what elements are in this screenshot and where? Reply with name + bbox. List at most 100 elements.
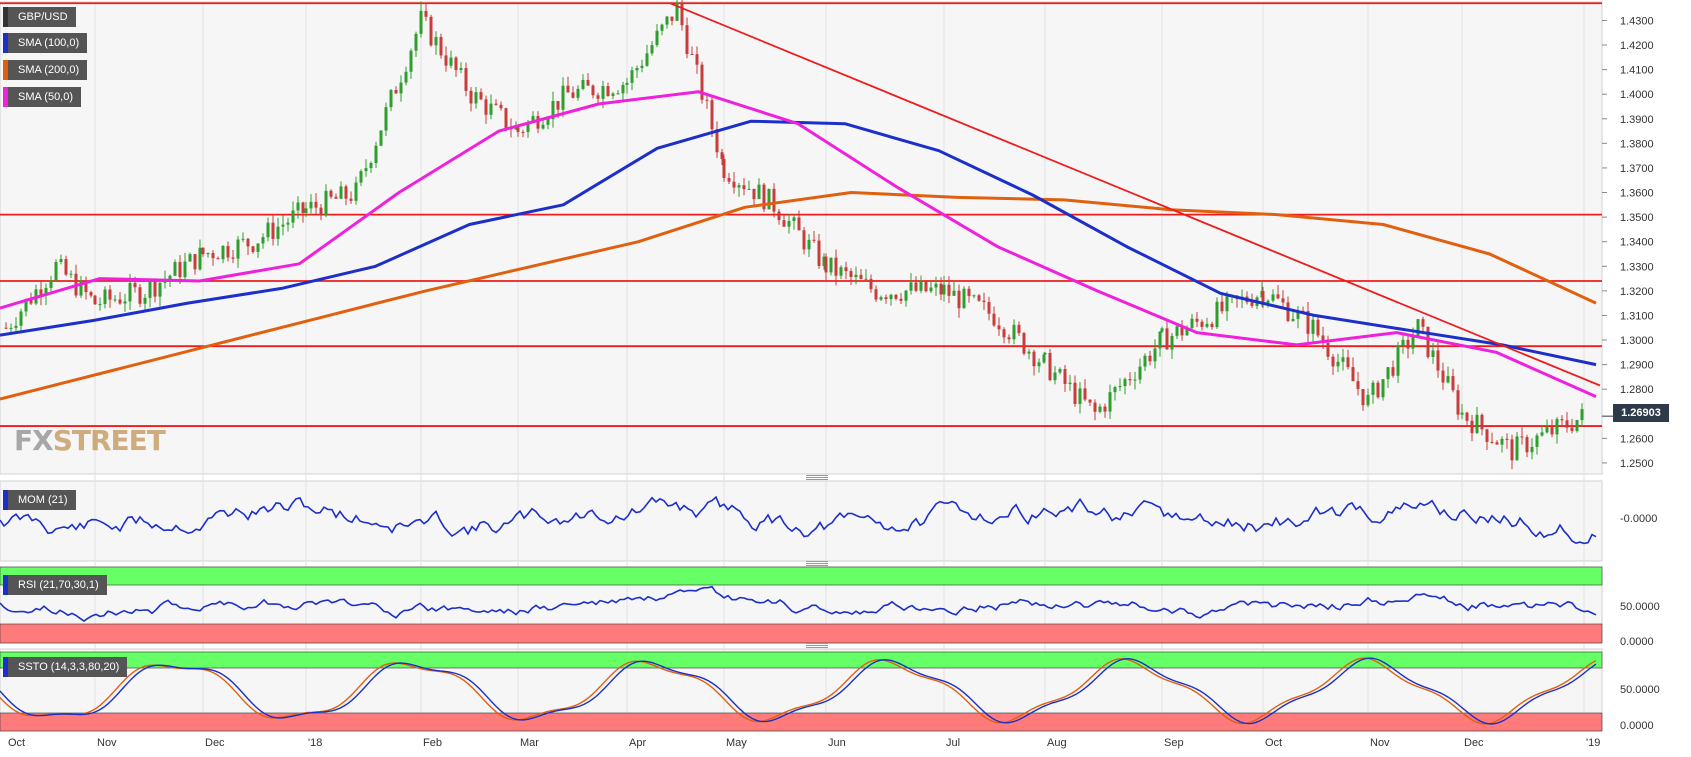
- candle-body: [1341, 357, 1345, 362]
- candle-body: [889, 294, 893, 300]
- price-tick-label: 1.2600: [1620, 433, 1654, 445]
- candle-body: [1535, 435, 1539, 447]
- pane-resize-handle[interactable]: [806, 561, 828, 566]
- candle-body: [670, 16, 674, 21]
- candle-body: [54, 262, 58, 281]
- candle-body: [153, 281, 157, 297]
- candle-body: [314, 201, 318, 208]
- candle-body: [611, 93, 615, 96]
- candle-body: [1250, 302, 1254, 306]
- candle-body: [1225, 296, 1229, 312]
- candle-body: [967, 288, 971, 297]
- candle-body: [1550, 427, 1554, 435]
- candle-body: [183, 261, 187, 278]
- candle-body: [807, 239, 811, 250]
- candle-body: [812, 239, 816, 241]
- candle-body: [1158, 331, 1162, 349]
- x-tick-label: Feb: [423, 737, 442, 749]
- candle-body: [1480, 414, 1484, 430]
- candle-body: [772, 188, 776, 212]
- candle-body: [997, 325, 1001, 330]
- candle-body: [899, 298, 903, 301]
- candle-body: [364, 168, 368, 172]
- candle-body: [546, 119, 550, 125]
- candle-body: [24, 299, 28, 312]
- rsi-tick-label: 50.0000: [1620, 601, 1660, 613]
- candle-body: [424, 10, 428, 17]
- candle-body: [1560, 419, 1564, 421]
- rsi-label: RSI (21,70,30,1): [3, 575, 107, 595]
- candle-body: [1446, 376, 1450, 383]
- sma200-line: [0, 191, 1597, 401]
- candle-body: [962, 288, 966, 309]
- candle-body: [1525, 437, 1529, 453]
- candle-body: [1281, 298, 1285, 303]
- candle-body: [499, 104, 503, 109]
- candle-body: [216, 258, 220, 260]
- candle-body: [715, 129, 719, 153]
- sma200-label: SMA (200,0): [3, 60, 88, 80]
- candle-body: [817, 240, 821, 266]
- candle-body: [1336, 361, 1340, 367]
- candle-body: [514, 126, 518, 130]
- candle-body: [206, 253, 210, 255]
- candle-body: [256, 243, 260, 252]
- candle-body: [924, 280, 928, 292]
- candle-body: [113, 299, 117, 301]
- candle-body: [1396, 345, 1400, 376]
- candle-body: [869, 278, 873, 290]
- x-tick-label: May: [726, 737, 747, 749]
- price-tick-label: 1.2800: [1620, 384, 1654, 396]
- symbol-label: GBP/USD: [3, 7, 76, 27]
- candle-body: [1331, 356, 1335, 367]
- candle-body: [884, 297, 888, 300]
- candle-body: [459, 68, 463, 70]
- candle-body: [952, 290, 956, 296]
- candle-body: [1118, 386, 1122, 388]
- candle-body: [1485, 429, 1489, 442]
- candle-body: [379, 130, 383, 146]
- candle-body: [757, 184, 761, 200]
- x-tick-label: Aug: [1047, 737, 1067, 749]
- candle-body: [1555, 419, 1559, 435]
- candle-body: [675, 2, 679, 21]
- candle-body: [64, 259, 68, 275]
- pane-resize-handle[interactable]: [806, 475, 828, 480]
- candle-body: [581, 80, 585, 89]
- candle-body: [556, 101, 560, 110]
- candle-body: [479, 92, 483, 100]
- candle-body: [732, 181, 736, 188]
- candle-body: [369, 163, 373, 169]
- price-tick-label: 1.4100: [1620, 65, 1654, 77]
- candle-body: [1160, 328, 1164, 332]
- candle-body: [93, 295, 97, 305]
- candle-body: [1190, 318, 1194, 329]
- candle-body: [449, 57, 453, 66]
- candle-body: [266, 222, 270, 238]
- x-tick-label: Sep: [1164, 737, 1184, 749]
- candle-body: [349, 198, 353, 201]
- candle-body: [138, 287, 142, 304]
- candle-body: [591, 85, 595, 96]
- candle-body: [1421, 319, 1425, 327]
- candle-body: [399, 82, 403, 94]
- candle-body: [359, 171, 363, 183]
- candle-body: [39, 289, 43, 296]
- pane-resize-handle[interactable]: [806, 643, 828, 648]
- price-tick-label: 1.3900: [1620, 114, 1654, 126]
- rsi-tick-label: 0.0000: [1620, 636, 1654, 648]
- rsi-oversold-zone: [0, 623, 1603, 644]
- candle-body: [710, 100, 714, 130]
- candle-body: [1381, 379, 1385, 398]
- candle-body: [1436, 350, 1440, 371]
- candle-body: [685, 25, 689, 55]
- candle-body: [1175, 326, 1179, 336]
- candle-body: [281, 224, 285, 227]
- candle-body: [601, 86, 605, 99]
- candle-body: [947, 284, 951, 296]
- candle-body: [143, 297, 147, 304]
- candle-body: [1441, 370, 1445, 383]
- price-tick-label: 1.3500: [1620, 212, 1654, 224]
- candle-body: [19, 311, 23, 326]
- candle-body: [929, 287, 933, 292]
